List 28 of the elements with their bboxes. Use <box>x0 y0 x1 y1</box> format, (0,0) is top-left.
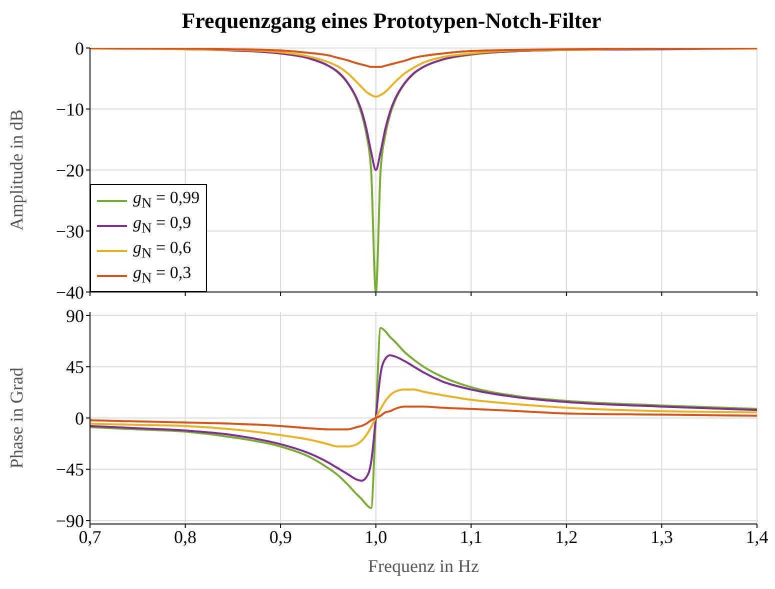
legend-label: g$_{N}$ = 0,99 <box>133 188 200 213</box>
x-tick-label: 1,2 <box>555 526 578 547</box>
chart-title: Frequenzgang eines Prototypen-Notch-Filter <box>180 8 602 34</box>
y-axis-title: Phase in Grad <box>6 368 26 468</box>
line-series <box>90 388 757 448</box>
x-tick-label: 1,0 <box>364 526 388 547</box>
x-tick-label: 0,9 <box>269 526 292 547</box>
legend-label: g$_{N}$ = 0,3 <box>133 263 192 288</box>
y-tick-label: −10 <box>56 99 84 120</box>
y-tick-label: −40 <box>56 282 84 302</box>
y-tick-label: −30 <box>56 221 84 242</box>
line-series <box>90 326 757 510</box>
y-tick-label: 0 <box>75 408 84 428</box>
legend-label: g$_{N}$ = 0,6 <box>133 238 192 263</box>
legend-label: g$_{N}$ = 0,9 <box>133 213 192 238</box>
x-tick-label: 0,8 <box>174 526 197 547</box>
y-tick-label: 0 <box>75 38 84 58</box>
x-tick-label: 1,1 <box>460 526 482 547</box>
y-axis-title: Amplitude in dB <box>6 110 26 230</box>
y-tick-label: 90 <box>66 306 84 326</box>
y-tick-label: −45 <box>56 460 84 480</box>
x-tick-label: 1,3 <box>650 526 673 547</box>
y-tick-label: −20 <box>56 160 84 180</box>
line-series <box>90 354 757 482</box>
y-tick-label: 45 <box>66 357 84 378</box>
line-series <box>90 406 757 430</box>
x-axis-title: Frequenz in Hz <box>367 556 480 577</box>
x-tick-label: 1,4 <box>746 526 768 547</box>
